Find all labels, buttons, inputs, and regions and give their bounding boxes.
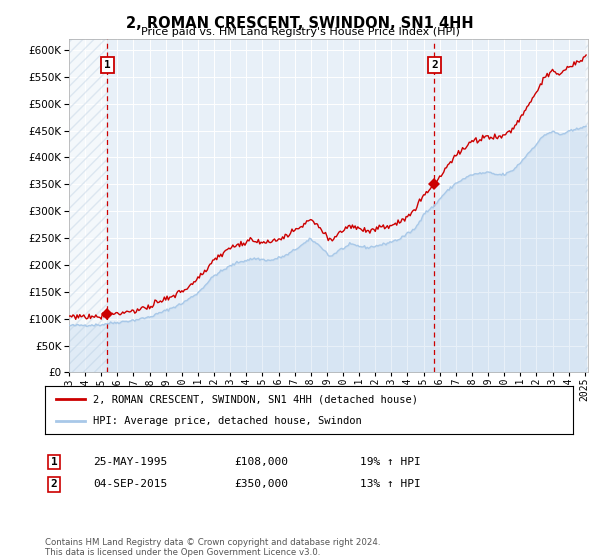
Text: Contains HM Land Registry data © Crown copyright and database right 2024.
This d: Contains HM Land Registry data © Crown c… — [45, 538, 380, 557]
Text: 1: 1 — [104, 60, 111, 70]
Text: £108,000: £108,000 — [234, 457, 288, 467]
Text: 2: 2 — [431, 60, 438, 70]
Bar — [585, 39, 588, 372]
Text: 2, ROMAN CRESCENT, SWINDON, SN1 4HH: 2, ROMAN CRESCENT, SWINDON, SN1 4HH — [126, 16, 474, 31]
Text: 2, ROMAN CRESCENT, SWINDON, SN1 4HH (detached house): 2, ROMAN CRESCENT, SWINDON, SN1 4HH (det… — [92, 394, 418, 404]
Text: 25-MAY-1995: 25-MAY-1995 — [93, 457, 167, 467]
Text: £350,000: £350,000 — [234, 479, 288, 489]
Text: HPI: Average price, detached house, Swindon: HPI: Average price, detached house, Swin… — [92, 416, 361, 426]
Text: Price paid vs. HM Land Registry's House Price Index (HPI): Price paid vs. HM Land Registry's House … — [140, 27, 460, 37]
Text: 19% ↑ HPI: 19% ↑ HPI — [360, 457, 421, 467]
Text: 13% ↑ HPI: 13% ↑ HPI — [360, 479, 421, 489]
Text: 2: 2 — [50, 479, 58, 489]
Text: 1: 1 — [50, 457, 58, 467]
Text: 04-SEP-2015: 04-SEP-2015 — [93, 479, 167, 489]
Bar — [69, 39, 107, 372]
